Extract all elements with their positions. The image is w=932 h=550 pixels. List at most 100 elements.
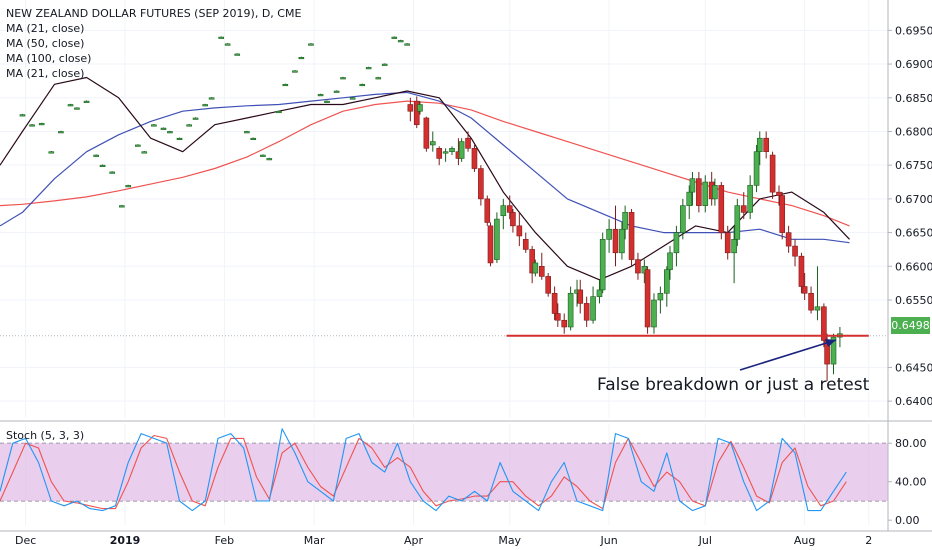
candle xyxy=(484,195,491,226)
candle xyxy=(324,100,330,103)
candle xyxy=(734,198,741,247)
candle-body xyxy=(141,151,148,154)
price-tick-label: 0.6600 xyxy=(895,260,932,273)
candle xyxy=(510,209,516,233)
legend-ma21-b: MA (21, close) xyxy=(6,67,85,80)
candle xyxy=(680,198,686,240)
candle xyxy=(167,130,173,134)
candle xyxy=(224,43,231,46)
candle-body xyxy=(487,225,494,264)
price-tick-label: 0.6650 xyxy=(895,227,932,240)
time-tick-label: 2 xyxy=(865,534,872,547)
candle-body xyxy=(417,104,423,112)
candle xyxy=(712,178,718,206)
candle-body xyxy=(375,77,382,80)
candle xyxy=(365,66,372,70)
stoch-lines xyxy=(0,428,847,512)
candle xyxy=(442,148,449,162)
candle-body xyxy=(99,164,106,167)
candle xyxy=(619,222,625,260)
candle xyxy=(93,154,99,157)
candle xyxy=(478,165,484,206)
legend-ma21: MA (21, close) xyxy=(6,22,85,35)
candle xyxy=(83,100,90,103)
legend-ma100: MA (100, close) xyxy=(6,52,92,65)
stoch-k-line xyxy=(0,428,847,512)
candle-body xyxy=(619,228,625,254)
candle-body xyxy=(151,124,157,127)
time-tick-label: 2019 xyxy=(110,534,141,547)
candle xyxy=(29,124,35,127)
candle-body xyxy=(167,131,173,134)
candle-body xyxy=(731,239,737,254)
ma50-line xyxy=(0,91,850,244)
candle-body xyxy=(583,303,590,321)
candle-body xyxy=(522,239,529,250)
candle xyxy=(19,113,26,117)
candle xyxy=(551,286,558,321)
candle-body xyxy=(596,289,603,297)
candle xyxy=(465,131,471,152)
candle-body xyxy=(551,292,558,314)
candle-body xyxy=(510,212,516,227)
candle xyxy=(391,36,398,39)
annotation-arrow xyxy=(739,339,837,371)
candle xyxy=(529,246,535,284)
candle-body xyxy=(599,239,606,291)
candle-body xyxy=(324,100,330,103)
time-tick-label: May xyxy=(498,534,521,547)
time-tick-label: Aug xyxy=(794,534,815,547)
chart-title: NEW ZEALAND DOLLAR FUTURES (SEP 2019), D… xyxy=(6,7,302,20)
candle-body xyxy=(58,131,64,134)
candle-body xyxy=(814,306,821,311)
candle-body xyxy=(680,205,686,233)
price-tick-label: 0.6800 xyxy=(895,125,932,138)
candle-body xyxy=(792,245,798,257)
candle xyxy=(821,303,827,348)
stoch-label: Stoch (5, 3, 3) xyxy=(6,429,85,442)
candle xyxy=(785,225,792,253)
candle xyxy=(555,303,561,327)
candle-body xyxy=(298,57,305,60)
price-tick-label: 0.6850 xyxy=(895,92,932,105)
candle-body xyxy=(673,232,680,254)
candle xyxy=(292,70,298,73)
candle-body xyxy=(67,104,74,107)
candle xyxy=(48,151,55,154)
candle-body xyxy=(391,36,398,39)
candle xyxy=(160,127,167,130)
candle-body xyxy=(734,205,741,240)
candle-body xyxy=(644,269,651,328)
candle-body xyxy=(500,205,507,217)
candle xyxy=(769,151,776,199)
candle-body xyxy=(224,43,231,46)
candle-body xyxy=(458,141,465,159)
candle-body xyxy=(776,191,782,196)
candle xyxy=(151,124,157,127)
candle xyxy=(740,192,747,220)
candle xyxy=(644,266,651,334)
candle-body xyxy=(202,104,208,107)
candle xyxy=(176,137,183,141)
candle-body xyxy=(404,43,410,46)
candle xyxy=(317,93,324,97)
candle-body xyxy=(234,53,241,56)
candle xyxy=(583,296,590,327)
candle xyxy=(471,144,478,172)
candle-body xyxy=(423,117,430,149)
candle-body xyxy=(192,117,199,120)
candle-body xyxy=(340,77,346,80)
candle-body xyxy=(830,336,837,365)
candle-body xyxy=(747,185,753,213)
candle xyxy=(702,175,709,213)
time-tick-label: Feb xyxy=(215,534,234,547)
candle xyxy=(689,171,696,206)
candle-body xyxy=(696,178,702,206)
candle-body xyxy=(449,148,455,152)
candle xyxy=(276,110,282,114)
candle-body xyxy=(622,212,628,230)
candle-body xyxy=(763,137,769,152)
candle-body xyxy=(635,259,641,274)
candle xyxy=(38,122,45,126)
